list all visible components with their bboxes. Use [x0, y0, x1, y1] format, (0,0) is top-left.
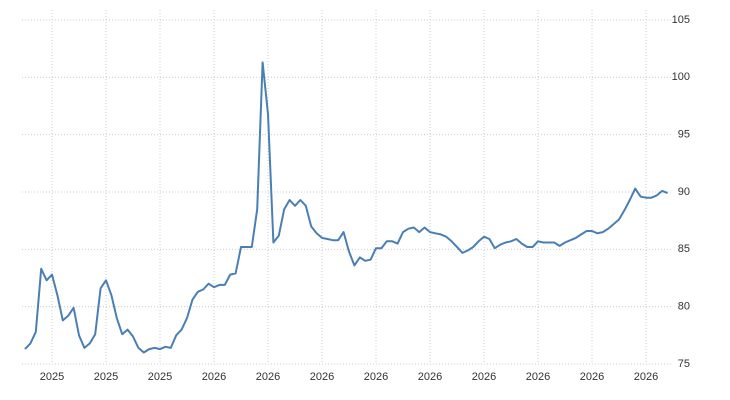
x-tick-label: 2025 [148, 371, 172, 383]
y-tick-label: 85 [678, 243, 690, 255]
y-tick-label: 105 [672, 14, 690, 26]
x-tick-label: 2026 [634, 371, 658, 383]
x-tick-label: 2026 [310, 371, 334, 383]
x-tick-label: 2026 [202, 371, 226, 383]
x-tick-label: 2025 [40, 371, 64, 383]
x-tick-label: 2026 [418, 371, 442, 383]
x-tick-label: 2026 [580, 371, 604, 383]
y-tick-label: 95 [678, 129, 690, 141]
y-tick-label: 75 [678, 358, 690, 370]
x-tick-label: 2026 [256, 371, 280, 383]
line-series [24, 61, 668, 354]
y-tick-label: 80 [678, 301, 690, 313]
y-tick-label: 90 [678, 186, 690, 198]
x-tick-label: 2025 [94, 371, 118, 383]
y-tick-label: 100 [672, 71, 690, 83]
x-tick-label: 2026 [472, 371, 496, 383]
x-tick-label: 2026 [364, 371, 388, 383]
x-tick-label: 2026 [526, 371, 550, 383]
